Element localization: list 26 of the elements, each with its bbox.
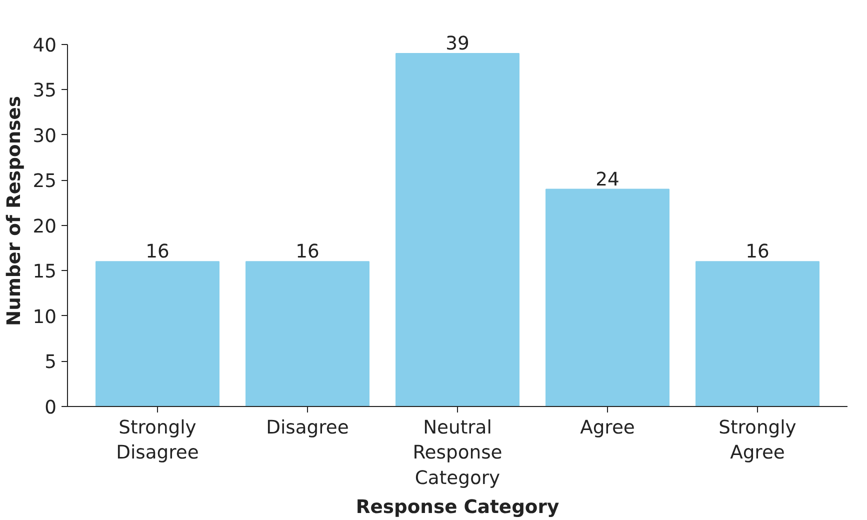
x-tick-label: Disagree — [266, 418, 349, 438]
bar — [96, 261, 220, 406]
x-tick-label: Strongly Agree — [718, 418, 796, 464]
y-axis-title: Number of Responses — [4, 96, 25, 326]
bar — [696, 261, 820, 406]
x-axis-title: Response Category — [356, 496, 560, 518]
bar — [546, 188, 670, 406]
y-tick-label: 30 — [32, 126, 57, 147]
y-tick-label: 20 — [32, 216, 57, 238]
bar — [396, 53, 520, 406]
y-tick-label: 40 — [32, 35, 57, 56]
x-tick-label: Agree — [580, 418, 635, 438]
y-tick-label: 35 — [32, 80, 57, 102]
y-tick-label: 0 — [44, 398, 57, 418]
data-label: 24 — [596, 169, 620, 190]
data-label: 39 — [446, 34, 470, 55]
data-label: 16 — [746, 242, 770, 263]
y-tick-label: 25 — [32, 171, 57, 192]
x-tick-label: Neutral Response Category — [412, 418, 502, 489]
y-tick-label: 15 — [32, 262, 57, 283]
y-tick-label: 10 — [32, 306, 57, 328]
y-tick-label: 5 — [44, 352, 57, 374]
bar — [246, 261, 370, 406]
data-label: 16 — [296, 242, 320, 263]
x-tick-label: Strongly Disagree — [116, 418, 199, 464]
data-label: 16 — [146, 242, 170, 263]
